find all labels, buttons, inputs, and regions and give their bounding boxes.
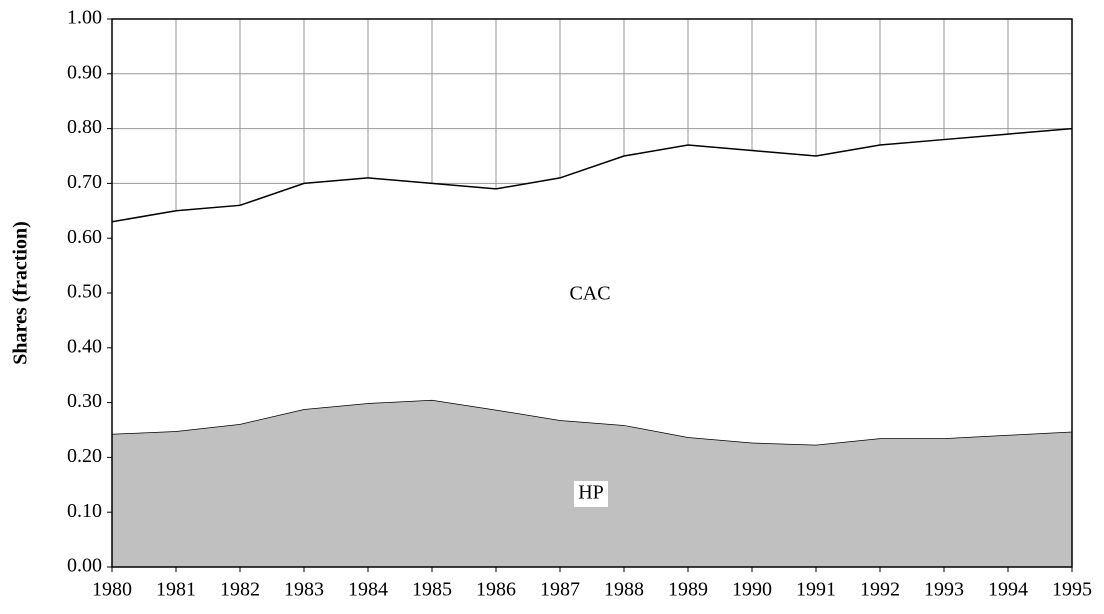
y-tick-label: 0.10: [67, 500, 102, 522]
x-tick-label: 1983: [284, 579, 324, 601]
x-tick-label: 1995: [1052, 579, 1092, 601]
x-tick-label: 1990: [732, 579, 772, 601]
x-tick-label: 1986: [476, 579, 516, 601]
x-tick-label: 1980: [92, 579, 132, 601]
y-tick-label: 0.70: [67, 171, 102, 193]
x-tick-label: 1981: [156, 579, 196, 601]
area-label: HP: [578, 482, 604, 504]
y-tick-label: 1.00: [67, 7, 102, 29]
x-tick-label: 1993: [924, 579, 964, 601]
y-tick-label: 0.20: [67, 445, 102, 467]
x-tick-label: 1988: [604, 579, 644, 601]
y-tick-label: 0.00: [67, 555, 102, 577]
label-background: [574, 481, 608, 507]
y-tick-label: 0.80: [67, 116, 102, 138]
x-tick-label: 1992: [860, 579, 900, 601]
x-tick-label: 1984: [348, 579, 388, 601]
area-label: CAC: [569, 283, 610, 305]
x-tick-label: 1987: [540, 579, 580, 601]
y-tick-label: 0.90: [67, 61, 102, 83]
y-tick-label: 0.30: [67, 390, 102, 412]
area: [112, 128, 1072, 445]
y-axis-label: Shares (fraction): [10, 221, 32, 365]
x-tick-label: 1989: [668, 579, 708, 601]
y-tick-label: 0.40: [67, 335, 102, 357]
x-tick-label: 1982: [220, 579, 260, 601]
y-tick-label: 0.50: [67, 281, 102, 303]
x-tick-label: 1994: [988, 579, 1028, 601]
x-tick-label: 1985: [412, 579, 452, 601]
area-line: [111, 127, 1073, 223]
y-tick-label: 0.60: [67, 226, 102, 248]
x-tick-label: 1991: [796, 579, 836, 601]
